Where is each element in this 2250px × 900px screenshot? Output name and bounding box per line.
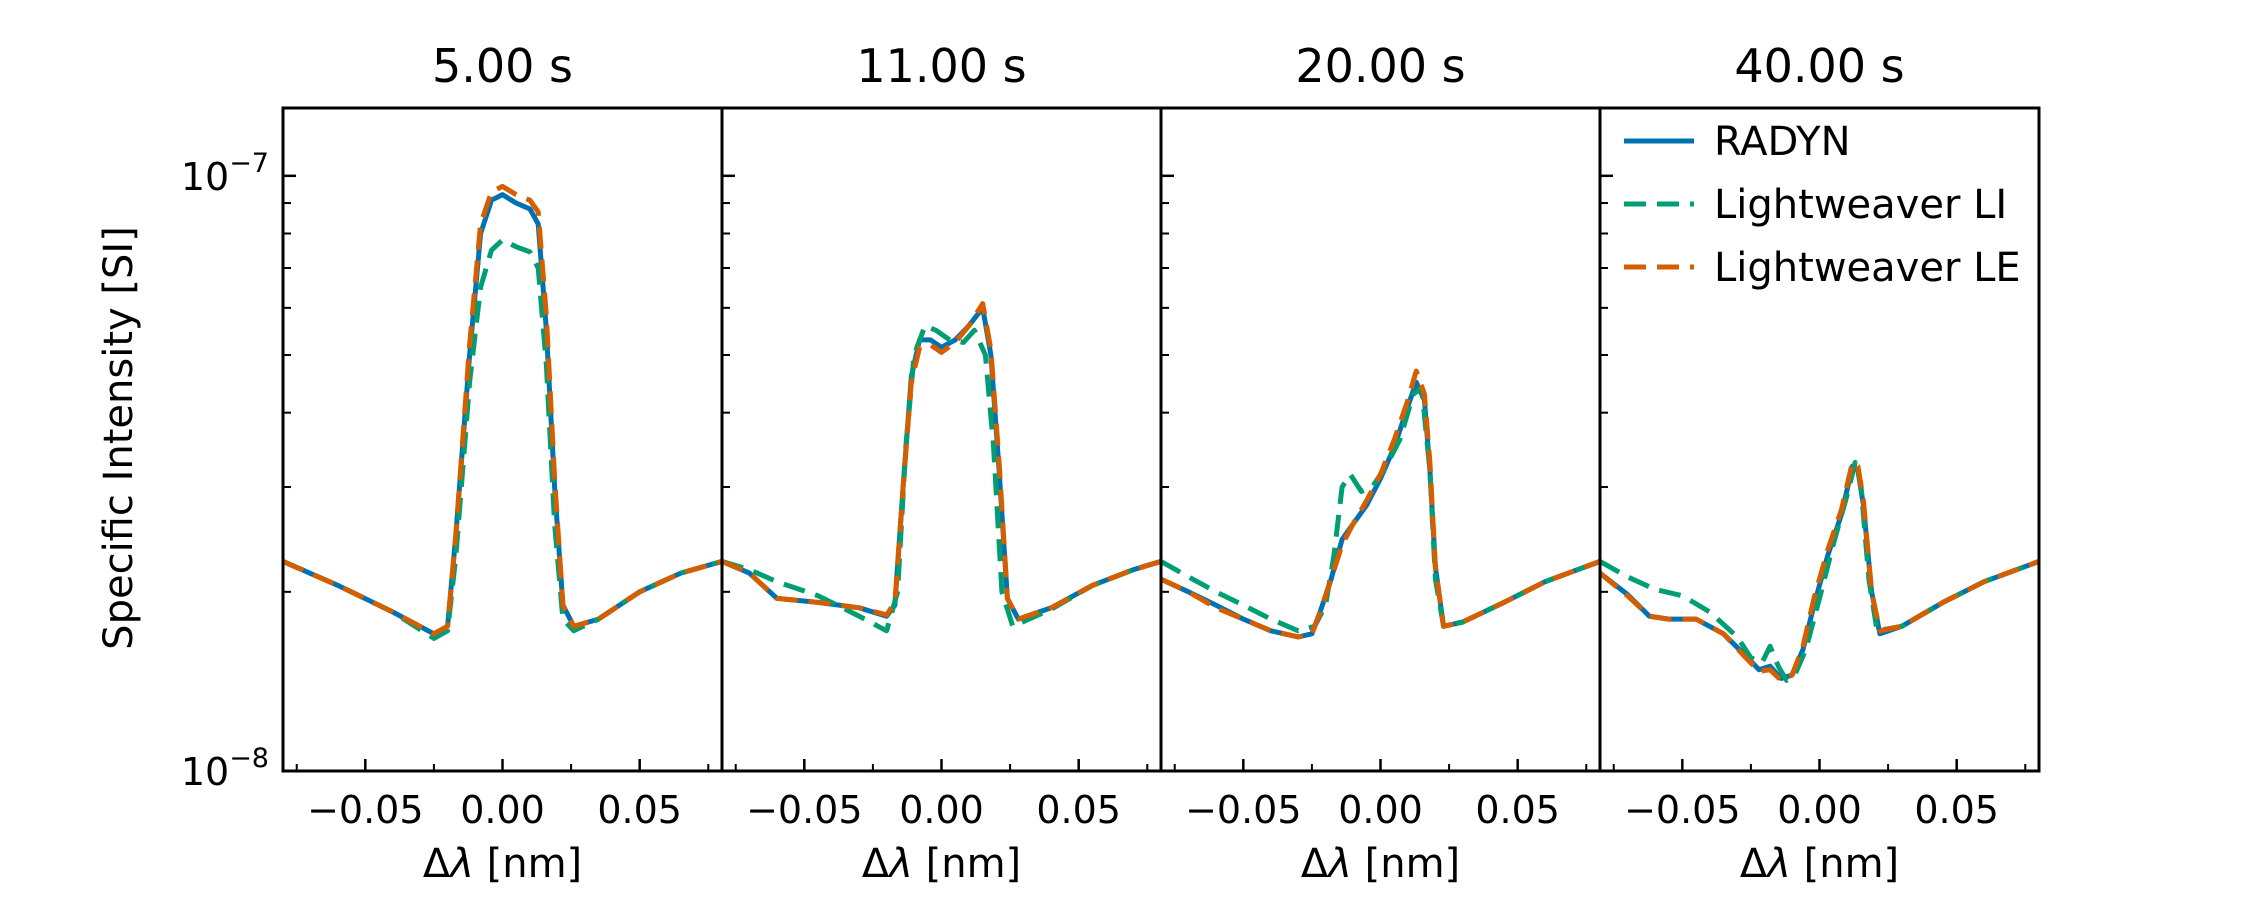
panel-2: 11.00 s −0.05 0.00 0.05 Δλ [nm]	[720, 39, 1163, 887]
x-label-delta: Δ	[1301, 841, 1329, 887]
panel-frame	[720, 106, 1163, 773]
series-group	[1161, 368, 1600, 640]
series-line-lightweaver-li	[283, 237, 722, 641]
x-tick-label: 0.05	[1036, 788, 1121, 832]
x-label-symbol: λ	[887, 841, 913, 887]
x-label-delta: Δ	[1740, 841, 1768, 887]
series-line-lightweaver-le	[283, 183, 722, 637]
x-label-symbol: λ	[1326, 841, 1352, 887]
panel-title: 11.00 s	[856, 39, 1026, 93]
panel-1: 5.00 s −0.05 0.00 0.05 Δλ [nm]	[281, 39, 724, 887]
panel-frame	[1159, 106, 1602, 773]
x-tick-label: −0.05	[1185, 788, 1301, 832]
x-label-unit: [nm]	[913, 841, 1021, 887]
y-tick-label: 10−7	[181, 148, 269, 199]
series-line-radyn	[283, 192, 722, 637]
x-axis-label: Δλ [nm]	[862, 841, 1021, 887]
y-tick-label: 10−8	[181, 743, 269, 794]
panel-4: 40.00 s −0.05 0.00 0.05 Δλ [nm]	[1598, 39, 2041, 887]
x-tick-label: −0.05	[1624, 788, 1740, 832]
x-axis-label: Δλ [nm]	[1301, 841, 1460, 887]
legend-label: Lightweaver LE	[1714, 245, 2021, 291]
panel-title: 40.00 s	[1734, 39, 1904, 93]
panel-frame	[1598, 106, 2041, 773]
x-tick-label: 0.00	[899, 788, 984, 832]
panel-title: 5.00 s	[432, 39, 573, 93]
x-tick-label: 0.00	[1338, 788, 1423, 832]
x-label-delta: Δ	[423, 841, 451, 887]
y-tick-base: 10	[181, 155, 229, 199]
x-label-symbol: λ	[1765, 841, 1791, 887]
series-group	[722, 301, 1161, 634]
x-label-unit: [nm]	[1352, 841, 1460, 887]
x-tick-label: 0.05	[1914, 788, 1999, 832]
legend-label: RADYN	[1714, 119, 1851, 165]
x-axis-label: Δλ [nm]	[1740, 841, 1899, 887]
x-label-delta: Δ	[862, 841, 890, 887]
series-line-lightweaver-le	[1161, 368, 1600, 640]
series-group	[283, 183, 722, 641]
x-label-symbol: λ	[448, 841, 474, 887]
x-label-unit: [nm]	[474, 841, 582, 887]
series-line-lightweaver-le	[722, 301, 1161, 622]
x-tick-label: −0.05	[307, 788, 423, 832]
series-line-lightweaver-li	[1161, 385, 1600, 634]
x-tick-label: −0.05	[746, 788, 862, 832]
y-tick-exponent: −8	[229, 743, 269, 774]
y-axis-label: Specific Intensity [SI]	[96, 226, 142, 650]
x-tick-label: 0.00	[460, 788, 545, 832]
y-tick-labels: 10−710−8	[181, 148, 269, 794]
x-tick-label: 0.05	[1475, 788, 1560, 832]
legend-label: Lightweaver LI	[1714, 182, 2007, 228]
series-group	[1600, 459, 2039, 683]
panel-3: 20.00 s −0.05 0.00 0.05 Δλ [nm]	[1159, 39, 1602, 887]
x-axis-label: Δλ [nm]	[423, 841, 582, 887]
chart-panels: 5.00 s −0.05 0.00 0.05 Δλ [nm] 11.00 s −0.05 0.…	[181, 39, 2041, 887]
series-line-lightweaver-li	[1600, 459, 2039, 683]
series-line-lightweaver-le	[1600, 459, 2039, 683]
x-label-unit: [nm]	[1791, 841, 1899, 887]
panel-frame	[281, 106, 724, 773]
legend: RADYN Lightweaver LI Lightweaver LE	[1624, 119, 2021, 291]
panel-title: 20.00 s	[1295, 39, 1465, 93]
y-tick-base: 10	[181, 750, 229, 794]
x-tick-label: 0.05	[597, 788, 682, 832]
y-tick-exponent: −7	[229, 148, 269, 179]
series-line-lightweaver-li	[722, 323, 1161, 634]
x-tick-label: 0.00	[1777, 788, 1862, 832]
